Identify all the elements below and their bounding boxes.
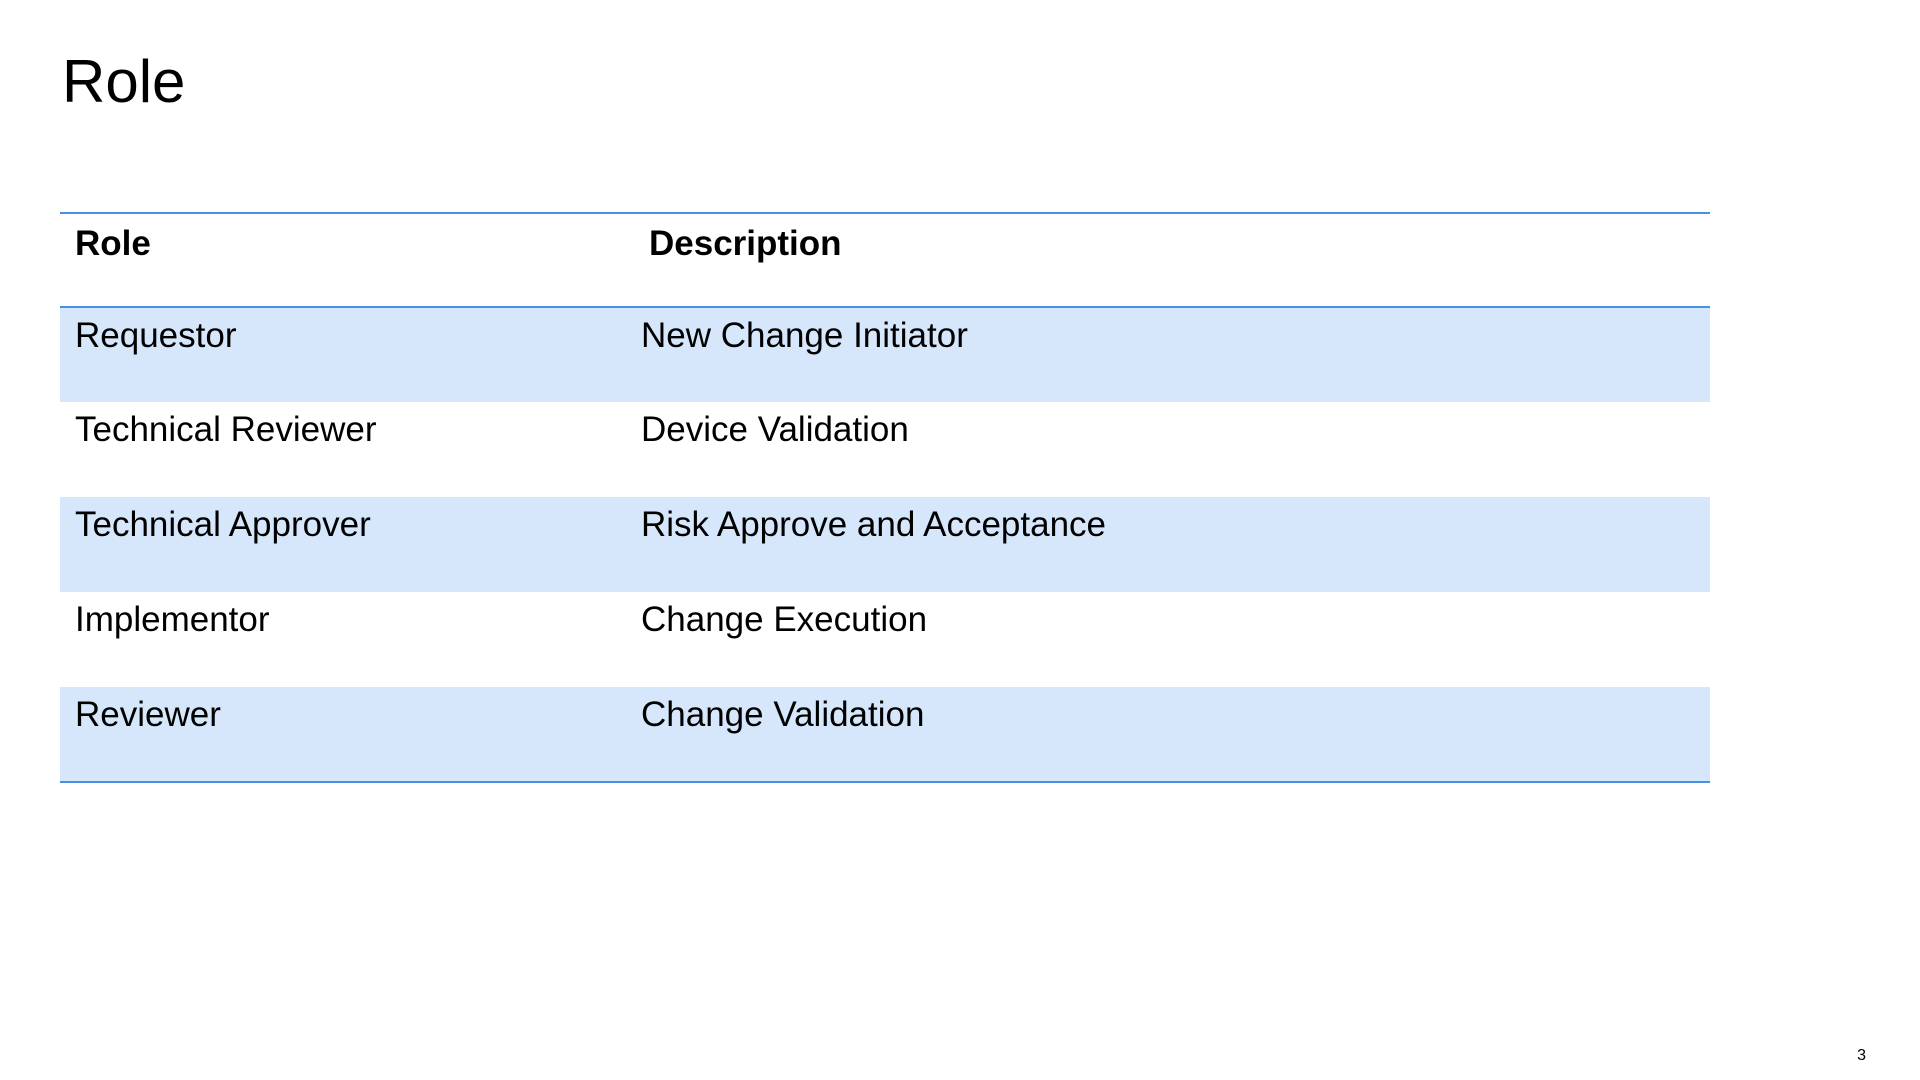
table-row: Technical Reviewer Device Validation — [60, 402, 1710, 497]
table-row: Reviewer Change Validation — [60, 687, 1710, 782]
page-number: 3 — [1857, 1047, 1866, 1064]
page-title: Role — [62, 48, 186, 115]
table-cell-description: Change Validation — [641, 695, 925, 734]
table-cell-description: Change Execution — [641, 600, 928, 639]
table-cell-description: Risk Approve and Acceptance — [641, 505, 1107, 544]
table-cell-description: Device Validation — [641, 410, 909, 449]
table-row: Technical Approver Risk Approve and Acce… — [60, 497, 1710, 592]
table-cell-role: Reviewer — [75, 695, 221, 734]
table-row: Requestor New Change Initiator — [60, 307, 1710, 402]
table-header-row: Role Description — [60, 213, 1710, 307]
table-header-role: Role — [75, 224, 151, 263]
table-cell-description: New Change Initiator — [641, 316, 968, 355]
role-table: Role Description Requestor New Change In… — [60, 212, 1710, 783]
table-header-description: Description — [649, 224, 842, 263]
table-cell-role: Technical Reviewer — [75, 410, 377, 449]
table-cell-role: Implementor — [75, 600, 270, 639]
table-cell-role: Requestor — [75, 316, 237, 355]
table-row: Implementor Change Execution — [60, 592, 1710, 687]
table-cell-role: Technical Approver — [75, 505, 371, 544]
